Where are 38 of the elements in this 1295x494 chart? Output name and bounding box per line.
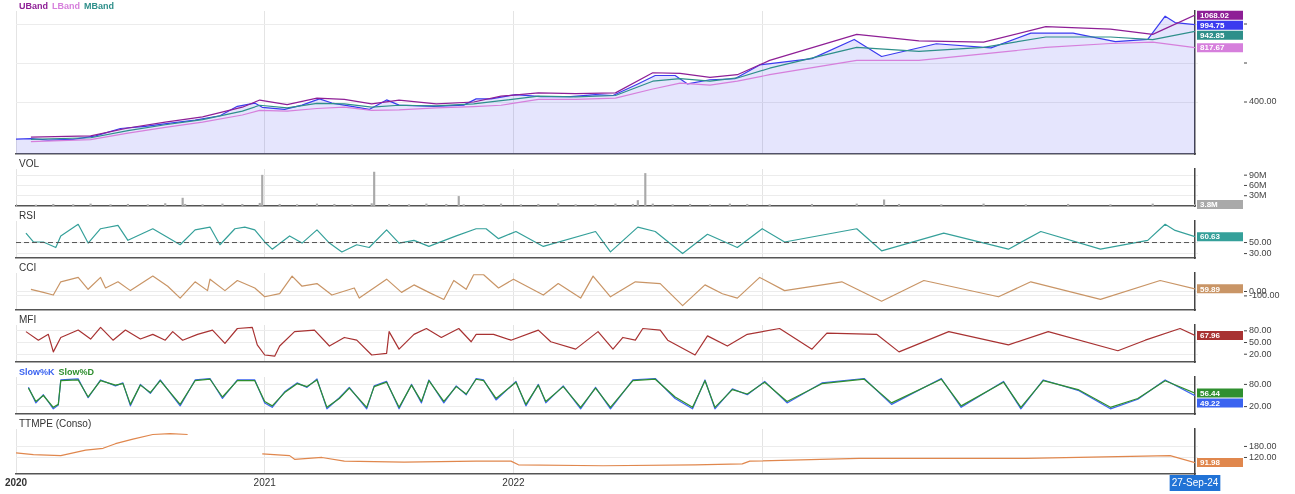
y-tick-label: 30.00 <box>1249 248 1272 259</box>
text: LBand <box>52 1 80 11</box>
y-tick-label: 20.00 <box>1249 401 1272 412</box>
series-label: Slow%K <box>19 367 55 377</box>
data-label: 59.89 <box>1200 284 1221 294</box>
series-label: Slow%D <box>58 367 95 377</box>
text: UBand <box>19 1 48 11</box>
data-label: 56.44 <box>1200 388 1221 398</box>
y-tick-label: 20.00 <box>1249 348 1272 359</box>
chart-title: RSI <box>19 210 36 221</box>
y-tick-label: 180.00 <box>1249 440 1277 451</box>
data-label: 60.63 <box>1200 232 1221 242</box>
y-tick-label: 90M <box>1249 169 1267 180</box>
chart-title: MFI <box>19 314 37 325</box>
chart-title: CCI <box>19 262 37 273</box>
y-tick-label: 400.00 <box>1249 96 1277 107</box>
data-label: 49.22 <box>1200 398 1221 408</box>
y-tick-label: 80.00 <box>1249 325 1272 336</box>
y-tick-label: 50.00 <box>1249 337 1272 348</box>
data-label: 67.96 <box>1200 331 1221 341</box>
x-tick-label: 2022 <box>502 476 526 488</box>
y-tick-label: 60M <box>1249 179 1267 190</box>
chart-title: TTMPE (Conso) <box>19 418 92 429</box>
chart-title: VOL <box>19 158 40 169</box>
data-label: 91.98 <box>1200 458 1221 468</box>
x-tick-label: 2020 <box>4 476 28 488</box>
y-tick-label: 30M <box>1249 190 1267 201</box>
x-tick-label: 27-Sep-24 <box>1171 476 1219 488</box>
y-tick-label: 120.00 <box>1249 451 1277 462</box>
data-label: 942.85 <box>1200 30 1226 40</box>
y-tick-label: 50.00 <box>1249 237 1272 248</box>
data-label: 817.67 <box>1200 43 1226 53</box>
data-label: 3.8M <box>1200 200 1219 210</box>
y-tick-label: 80.00 <box>1249 378 1272 389</box>
x-tick-label: 2021 <box>253 476 277 488</box>
text: MBand <box>84 1 114 11</box>
data-label: 1068.02 <box>1200 10 1230 20</box>
data-label: 994.75 <box>1200 20 1226 30</box>
